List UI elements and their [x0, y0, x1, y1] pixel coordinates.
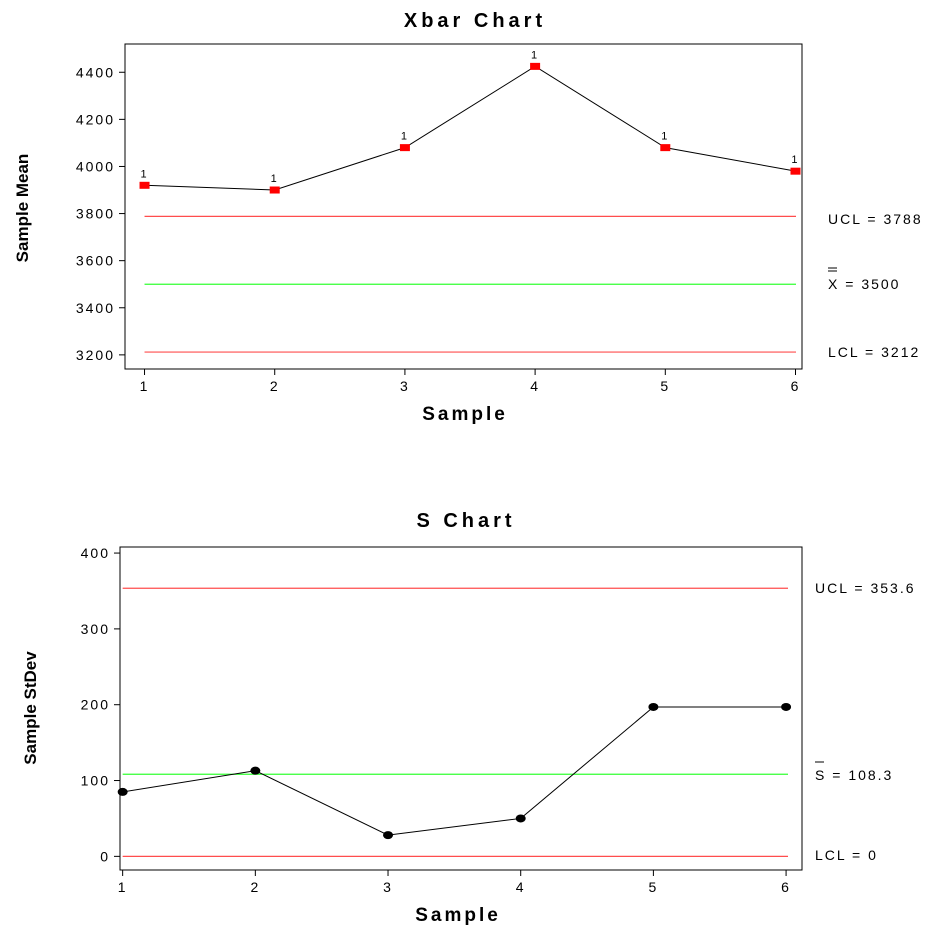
s-point-2	[250, 766, 261, 775]
s-lcl-value: 0	[868, 847, 878, 863]
s-point-3	[383, 831, 394, 840]
s-y-tick-label-3: 300	[81, 621, 110, 637]
s-x-axis-label: Sample	[415, 905, 501, 926]
xbar-y-tick-label-3: 3800	[76, 206, 115, 222]
xbar-flag-5: 1	[661, 131, 667, 143]
s-y-tick-label-1: 100	[81, 773, 110, 789]
xbar-y-tick-label-2: 3600	[76, 253, 115, 269]
s-limit-labels: UCL = 353.6 S = 108.3 LCL = 0	[815, 580, 916, 863]
xbar-x-ticks: 1 2 3 4 5 6	[140, 369, 801, 394]
xbar-point-5	[660, 144, 671, 152]
xbar-chart: Xbar Chart Sample Mean Sample 3200340036…	[13, 10, 923, 425]
s-y-tick-label-4: 400	[81, 545, 110, 561]
xbar-chart-title: Xbar Chart	[404, 10, 546, 32]
s-x-tick-label-5: 6	[781, 879, 791, 895]
xbar-x-tick-label-2: 3	[400, 378, 410, 394]
xbar-lcl-value: 3212	[881, 344, 920, 360]
xbar-x-tick-label-0: 1	[140, 378, 150, 394]
s-lcl-prefix: LCL	[815, 847, 846, 863]
s-y-ticks: 0 100 200 300 400	[81, 545, 120, 864]
s-point-1	[117, 787, 128, 796]
s-y-axis-label: Sample StDev	[21, 651, 40, 765]
s-y-tick-label-0: 0	[100, 848, 110, 864]
xbar-x-tick-label-3: 4	[530, 378, 540, 394]
xbar-x-tick-label-4: 5	[660, 378, 670, 394]
xbar-y-tick-label-6: 4400	[76, 64, 115, 80]
xbar-point-6	[790, 167, 801, 175]
s-point-6	[781, 702, 792, 711]
s-chart-title: S Chart	[416, 510, 515, 532]
xbar-flag-1: 1	[140, 168, 146, 180]
svg-text:X = 3500: X = 3500	[828, 276, 900, 292]
svg-text:UCL = 3788: UCL = 3788	[828, 211, 923, 227]
xbar-point-3	[399, 144, 410, 152]
xbar-flag-4: 1	[531, 49, 537, 61]
xbar-flag-3: 1	[401, 131, 407, 143]
s-x-tick-label-1: 2	[250, 879, 260, 895]
s-x-tick-label-0: 1	[118, 879, 128, 895]
s-ucl-prefix: UCL	[815, 580, 849, 596]
s-chart: S Chart Sample StDev Sample 010020030040…	[21, 510, 916, 926]
s-x-tick-label-4: 5	[648, 879, 658, 895]
xbar-flag-6: 1	[791, 154, 797, 166]
svg-text:LCL = 0: LCL = 0	[815, 847, 878, 863]
xbar-center-prefix: X	[828, 276, 839, 292]
s-x-tick-label-3: 4	[516, 879, 526, 895]
xbar-limit-lines	[144, 215, 796, 353]
xbar-y-ticks: 3200 3400 3600 3800 4000 4200 4400	[76, 64, 125, 363]
xbar-center-value: 3500	[861, 276, 900, 292]
s-x-tick-label-2: 3	[383, 879, 393, 895]
s-series-line	[122, 706, 787, 836]
xbar-point-4	[530, 62, 541, 70]
xbar-ucl-prefix: UCL	[828, 211, 862, 227]
xbar-lcl-prefix: LCL	[828, 344, 859, 360]
s-y-tick-label-2: 200	[81, 697, 110, 713]
xbar-point-1	[139, 181, 150, 189]
xbar-x-tick-label-1: 2	[270, 378, 280, 394]
s-center-value: 108.3	[848, 767, 893, 783]
xbar-plot-frame	[124, 43, 803, 370]
xbar-y-axis-label: Sample Mean	[13, 154, 32, 263]
xbar-y-tick-label-4: 4000	[76, 158, 115, 174]
svg-text:S = 108.3: S = 108.3	[815, 767, 893, 783]
s-center-prefix: S	[815, 767, 826, 783]
xbar-y-tick-label-5: 4200	[76, 111, 115, 127]
s-plot-frame	[119, 546, 803, 871]
svg-text:LCL = 3212: LCL = 3212	[828, 344, 920, 360]
xbar-series-line	[144, 65, 796, 191]
s-series	[117, 702, 792, 840]
xbar-y-tick-label-0: 3200	[76, 347, 115, 363]
s-point-4	[515, 814, 526, 823]
xbar-x-axis-label: Sample	[422, 404, 508, 425]
s-point-5	[648, 702, 659, 711]
s-ucl-value: 353.6	[870, 580, 915, 596]
xbar-x-tick-label-5: 6	[791, 378, 801, 394]
xbar-limit-labels: UCL = 3788 X = 3500 LCL = 3212	[828, 211, 923, 360]
xbar-ucl-value: 3788	[883, 211, 922, 227]
xbar-point-2	[269, 186, 280, 194]
xbar-series: 1 1 1 1 1 1	[139, 49, 801, 194]
xbar-y-tick-label-1: 3400	[76, 300, 115, 316]
s-limit-lines	[122, 587, 788, 857]
xbar-flag-2: 1	[271, 173, 277, 185]
s-x-ticks: 1 2 3 4 5 6	[118, 870, 791, 895]
svg-text:UCL = 353.6: UCL = 353.6	[815, 580, 916, 596]
